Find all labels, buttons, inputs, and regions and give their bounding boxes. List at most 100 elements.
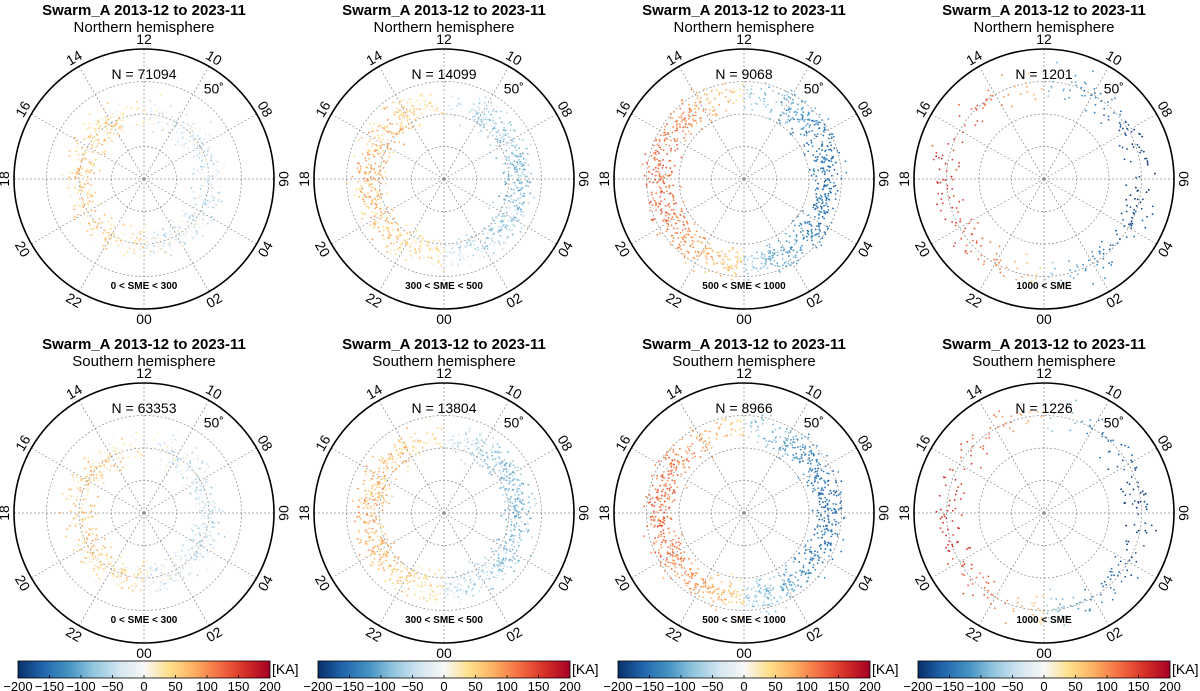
mlt-gridline: [143, 512, 257, 579]
data-point: [380, 502, 383, 505]
data-point: [670, 244, 672, 246]
data-point: [392, 151, 395, 154]
data-point: [1136, 198, 1139, 201]
data-point: [819, 167, 822, 170]
data-point: [203, 166, 205, 169]
mlt-gridline: [631, 113, 745, 180]
data-point: [504, 132, 507, 135]
data-point: [103, 108, 106, 111]
data-point: [781, 94, 784, 96]
data-point: [425, 575, 428, 578]
data-point: [155, 579, 158, 581]
data-point: [658, 152, 660, 155]
data-point: [432, 590, 435, 593]
data-point: [508, 483, 510, 486]
mlt-tick-label: 18: [896, 171, 912, 187]
data-point: [653, 218, 656, 221]
data-point: [484, 239, 487, 242]
data-point: [199, 151, 202, 154]
data-point: [207, 200, 210, 203]
data-point: [366, 151, 369, 154]
data-point: [150, 566, 153, 568]
data-point: [1091, 251, 1094, 253]
data-point: [97, 121, 100, 123]
data-point: [1072, 277, 1075, 279]
scatter-points: [352, 418, 538, 605]
data-point: [101, 158, 104, 161]
data-point: [814, 228, 817, 231]
data-point: [67, 174, 70, 177]
data-point: [410, 574, 413, 577]
data-point: [529, 144, 532, 146]
data-point: [970, 250, 972, 253]
data-point: [1021, 275, 1023, 278]
data-point: [1129, 160, 1132, 163]
data-point: [90, 532, 93, 535]
data-point: [818, 147, 820, 150]
data-point: [822, 169, 825, 172]
data-point: [96, 139, 98, 142]
data-point: [686, 250, 689, 253]
data-point: [757, 257, 760, 259]
data-point: [398, 114, 401, 117]
data-point: [801, 115, 804, 118]
data-point: [494, 125, 497, 128]
data-point: [98, 558, 100, 560]
data-point: [201, 496, 204, 499]
data-point: [217, 171, 220, 173]
data-point: [674, 129, 677, 132]
data-point: [775, 101, 778, 103]
data-point: [377, 134, 380, 137]
data-point: [369, 515, 371, 518]
data-point: [89, 504, 92, 507]
data-point: [824, 150, 826, 153]
data-point: [469, 264, 471, 267]
data-point: [954, 242, 956, 244]
data-point: [509, 505, 512, 508]
data-point: [827, 209, 830, 212]
data-point: [199, 127, 202, 130]
data-point: [817, 182, 820, 185]
data-point: [408, 575, 411, 577]
data-point: [88, 528, 91, 530]
data-point: [452, 435, 455, 438]
data-point: [801, 106, 804, 109]
data-point: [80, 477, 83, 480]
data-point: [518, 479, 521, 482]
data-point: [496, 140, 499, 142]
data-point: [87, 490, 89, 493]
data-point: [373, 129, 375, 132]
data-point: [120, 241, 123, 244]
data-point: [511, 163, 513, 166]
data-point: [112, 465, 115, 467]
data-point: [508, 548, 511, 551]
data-point: [394, 132, 397, 135]
data-point: [691, 239, 694, 242]
data-point: [683, 256, 686, 259]
data-point: [386, 144, 389, 147]
data-point: [477, 111, 480, 114]
data-point: [680, 210, 683, 213]
data-point: [526, 175, 529, 178]
data-point: [681, 112, 684, 115]
data-point: [170, 577, 172, 580]
data-point: [93, 544, 95, 547]
data-point: [764, 93, 767, 96]
data-point: [1132, 146, 1135, 148]
data-point: [938, 168, 941, 171]
data-point: [787, 108, 790, 111]
data-point: [382, 486, 384, 489]
data-point: [763, 256, 766, 258]
data-point: [182, 567, 184, 569]
mlt-tick-label: 14: [63, 47, 85, 69]
data-point: [134, 576, 137, 579]
data-point: [184, 126, 187, 129]
mlt-gridline: [378, 400, 445, 514]
data-point: [382, 234, 384, 237]
data-point: [110, 128, 113, 131]
data-point: [90, 465, 93, 468]
data-point: [805, 134, 808, 137]
data-point: [704, 108, 707, 111]
data-point: [185, 113, 188, 116]
data-point: [84, 556, 87, 559]
